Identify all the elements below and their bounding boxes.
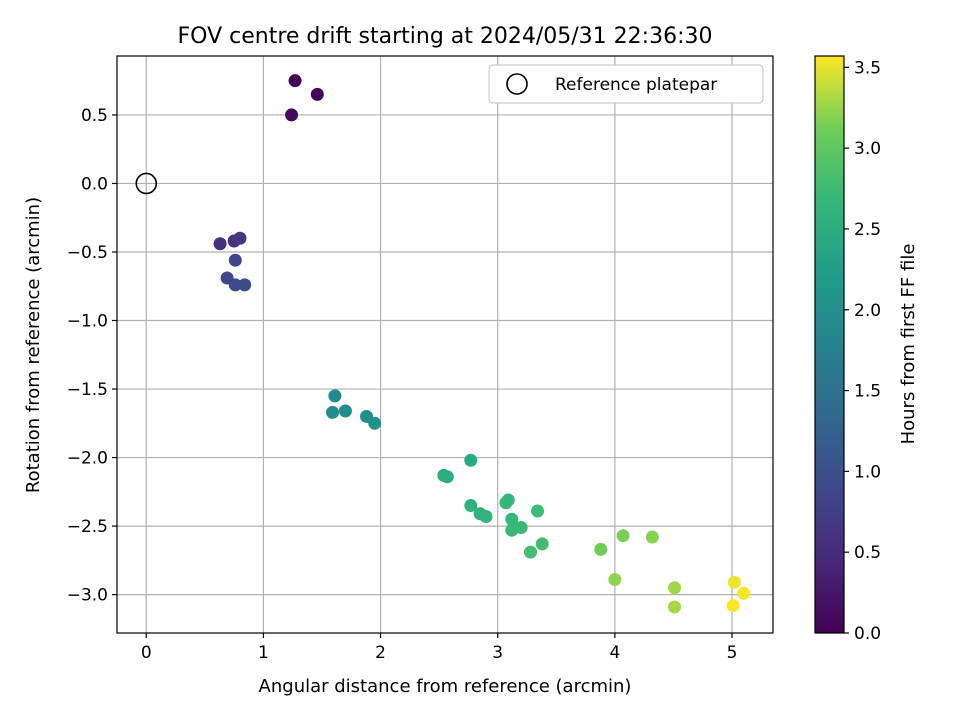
colorbar-tick-label: 2.5: [854, 220, 881, 240]
colorbar-tick-label: 0.5: [854, 543, 881, 563]
y-axis-ticks: 0.5 0.0 −0.5 −1.0 −1.5 −2.0 −2.5 −3.0: [67, 106, 117, 606]
legend-box: [488, 64, 764, 104]
y-tick-label: −3.0: [67, 586, 108, 606]
data-point: [594, 542, 608, 556]
data-point: [228, 278, 242, 292]
data-point: [464, 499, 478, 513]
colorbar-ticks: 0.0 0.5 1.0 1.5 2.0 2.5 3.0 3.5: [844, 58, 881, 644]
data-point: [668, 600, 682, 614]
data-points: [213, 74, 751, 614]
y-tick-label: −2.0: [67, 449, 108, 469]
data-point: [288, 74, 302, 88]
data-point: [727, 575, 741, 589]
data-point: [499, 496, 513, 510]
colorbar-label: Hours from first FF file: [898, 244, 919, 445]
data-point: [213, 237, 227, 251]
y-tick-label: −1.0: [67, 312, 108, 332]
reference-point-marker: [135, 172, 158, 195]
data-point: [285, 108, 299, 122]
data-point: [464, 453, 478, 467]
y-tick-label: 0.0: [81, 174, 108, 194]
data-point: [310, 87, 324, 101]
x-tick-label: 2: [375, 643, 386, 663]
x-axis-label: Angular distance from reference (arcmin): [259, 676, 632, 697]
colorbar-tick-label: 3.5: [854, 58, 881, 78]
colorbar-tick-label: 3.0: [854, 139, 881, 159]
data-point: [328, 389, 342, 403]
x-tick-label: 1: [258, 643, 269, 663]
y-tick-label: −1.5: [67, 380, 108, 400]
data-point: [616, 529, 630, 543]
data-point: [524, 545, 538, 559]
x-tick-label: 5: [727, 643, 738, 663]
colorbar-tick-label: 0.0: [854, 624, 881, 644]
data-point: [737, 586, 751, 600]
colorbar-tick-label: 2.0: [854, 301, 881, 321]
data-point: [238, 278, 252, 292]
data-point: [440, 470, 454, 484]
data-point: [228, 253, 242, 267]
grid: [117, 56, 773, 633]
data-point: [726, 599, 740, 613]
data-point: [326, 405, 340, 419]
x-tick-label: 4: [609, 643, 620, 663]
colorbar-tick-label: 1.5: [854, 382, 881, 402]
y-tick-label: 0.5: [81, 106, 108, 126]
data-point: [645, 530, 659, 544]
y-tick-label: −0.5: [67, 243, 108, 263]
x-axis-ticks: 0 1 2 3 4 5: [141, 633, 738, 663]
data-point: [338, 404, 352, 418]
data-point: [535, 537, 549, 551]
plot-area-frame: [116, 55, 774, 634]
colorbar: 0.0 0.5 1.0 1.5 2.0 2.5 3.0 3.5 Hours from firs…: [814, 55, 919, 644]
data-point: [514, 520, 528, 534]
x-tick-label: 0: [141, 643, 152, 663]
data-point: [668, 581, 682, 595]
legend-marker: [506, 73, 528, 95]
data-point: [233, 231, 247, 245]
y-tick-label: −2.5: [67, 517, 108, 537]
data-point: [505, 512, 519, 526]
colorbar-tick-label: 1.0: [854, 462, 881, 482]
data-point: [479, 510, 493, 524]
legend-label: Reference platepar: [555, 75, 717, 95]
chart-title: FOV centre drift starting at 2024/05/31 …: [178, 24, 713, 49]
data-point: [368, 416, 382, 430]
data-point: [531, 504, 545, 518]
y-axis-label: Rotation from reference (arcmin): [23, 197, 44, 493]
colorbar-gradient: [814, 55, 845, 634]
x-tick-label: 3: [492, 643, 503, 663]
data-point: [608, 573, 622, 587]
legend: Reference platepar: [488, 64, 764, 104]
